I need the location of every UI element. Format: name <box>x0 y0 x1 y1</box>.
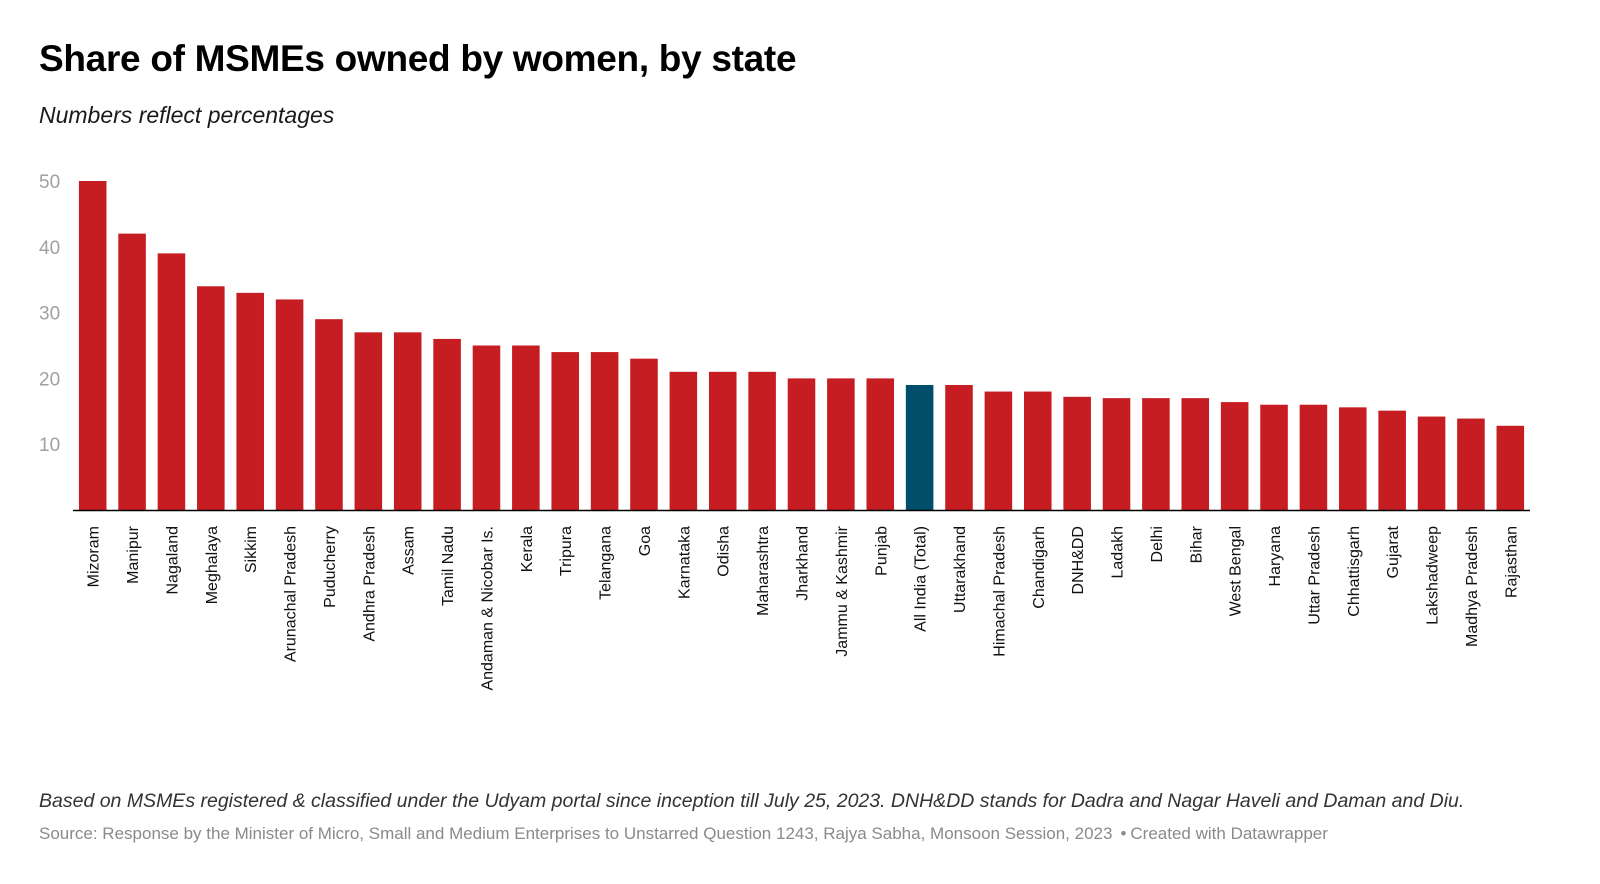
y-tick-label: 30 <box>39 304 60 325</box>
bar-maharashtra <box>748 371 776 510</box>
x-tick-label: Andhra Pradesh <box>361 526 378 642</box>
chart-source: Source: Response by the Minister of Micr… <box>39 824 1328 844</box>
bar-uttar-pradesh <box>1299 404 1328 510</box>
y-axis-ticks: 10 20 30 40 50 <box>39 172 60 456</box>
x-tick-label: Punjab <box>873 526 890 576</box>
bar-mizoram <box>78 181 107 510</box>
bar-west-bengal <box>1220 402 1249 510</box>
x-tick-label: Puducherry <box>322 526 339 608</box>
x-tick-label: Kerala <box>519 526 536 572</box>
x-tick-label: Jammu & Kashmir <box>834 525 851 656</box>
x-tick-label: Karnataka <box>676 526 693 599</box>
x-tick-label: DNH&DD <box>1070 526 1087 594</box>
chart-note: Based on MSMEs registered & classified u… <box>39 790 1465 812</box>
x-tick-label: Lakshadweep <box>1425 526 1442 625</box>
bar-jharkhand <box>787 378 816 510</box>
bar-andaman-nicobar-is <box>472 345 501 510</box>
x-tick-label: Manipur <box>125 525 142 583</box>
chart-subtitle: Numbers reflect percentages <box>39 102 335 128</box>
x-tick-label: West Bengal <box>1228 526 1245 616</box>
bar-sikkim <box>236 292 264 510</box>
y-tick-label: 20 <box>39 369 60 390</box>
bar-goa <box>630 358 658 510</box>
x-tick-label: Uttar Pradesh <box>1306 526 1323 625</box>
x-tick-label: Goa <box>637 526 654 556</box>
bar-jammu-kashmir <box>827 378 855 510</box>
bar-haryana <box>1260 404 1288 510</box>
x-tick-label: Meghalaya <box>204 526 221 604</box>
bar-tamil-nadu <box>433 338 461 510</box>
bar-nagaland <box>157 253 186 510</box>
bar-manipur <box>118 233 146 510</box>
x-tick-label: Bihar <box>1188 525 1205 563</box>
x-tick-label: Maharashtra <box>755 526 772 616</box>
x-tick-label: Gujarat <box>1385 525 1402 578</box>
bar-delhi <box>1142 398 1170 510</box>
x-tick-label: Tamil Nadu <box>440 526 457 606</box>
x-tick-label: Delhi <box>1149 526 1166 562</box>
source-text: Source: Response by the Minister of Micr… <box>39 824 1113 843</box>
bar-uttarakhand <box>945 384 973 510</box>
bar-andhra-pradesh <box>354 332 383 510</box>
x-tick-label: Chhattisgarh <box>1346 526 1363 617</box>
bar-ladakh <box>1102 398 1131 510</box>
x-tick-label: Uttarakhand <box>952 526 969 613</box>
bar-telangana <box>590 352 619 510</box>
x-tick-label: Haryana <box>1267 526 1284 587</box>
bar-puducherry <box>315 319 343 510</box>
x-tick-label: Tripura <box>558 526 575 576</box>
x-tick-label: Mizoram <box>86 526 103 587</box>
y-tick-label: 10 <box>39 435 60 456</box>
bars <box>78 181 1525 510</box>
x-tick-label: Assam <box>401 526 418 575</box>
bar-gujarat <box>1378 410 1406 510</box>
x-tick-label: Sikkim <box>243 526 260 573</box>
x-tick-label: Ladakh <box>1110 526 1127 579</box>
x-tick-label: Madhya Pradesh <box>1464 526 1481 647</box>
separator-dot: • <box>1120 824 1127 843</box>
bar-assam <box>393 332 422 510</box>
bar-dnh-dd <box>1063 396 1091 510</box>
x-tick-label: Telangana <box>598 526 615 600</box>
bar-rajasthan <box>1496 425 1525 510</box>
bar-tripura <box>551 352 580 510</box>
bar-bihar <box>1181 398 1210 510</box>
x-tick-label: Chandigarh <box>1031 526 1048 609</box>
bar-all-india-total <box>905 384 934 510</box>
x-axis-labels: Mizoram Manipur Nagaland Meghalaya Sikkim Aru… <box>86 525 1521 690</box>
credit-text: Created with Datawrapper <box>1130 824 1328 843</box>
bar-himachal-pradesh <box>984 391 1013 510</box>
x-tick-label: Arunachal Pradesh <box>283 526 300 662</box>
x-tick-label: Rajasthan <box>1503 526 1520 598</box>
x-tick-label: Jharkhand <box>795 526 812 601</box>
bar-arunachal-pradesh <box>275 299 304 510</box>
bar-punjab <box>866 378 895 510</box>
x-tick-label: Odisha <box>716 526 733 577</box>
y-tick-label: 40 <box>39 238 60 259</box>
bar-madhya-pradesh <box>1457 418 1485 510</box>
x-tick-label: Andaman & Nicobar Is. <box>479 526 496 691</box>
bar-meghalaya <box>197 286 225 510</box>
bar-chandigarh <box>1023 391 1052 510</box>
bar-lakshadweep <box>1417 416 1446 510</box>
chart-title: Share of MSMEs owned by women, by state <box>39 38 797 79</box>
y-tick-label: 50 <box>39 172 60 193</box>
bar-odisha <box>708 371 737 510</box>
x-tick-label: Nagaland <box>164 526 181 595</box>
bar-chart: 10 20 30 40 50 Mizoram Manipur Nagaland Meghala… <box>39 172 1530 691</box>
bar-karnataka <box>669 371 698 510</box>
x-tick-label: All India (Total) <box>913 526 930 632</box>
bar-chhattisgarh <box>1339 407 1367 510</box>
bar-kerala <box>512 345 540 510</box>
x-tick-label: Himachal Pradesh <box>991 526 1008 657</box>
